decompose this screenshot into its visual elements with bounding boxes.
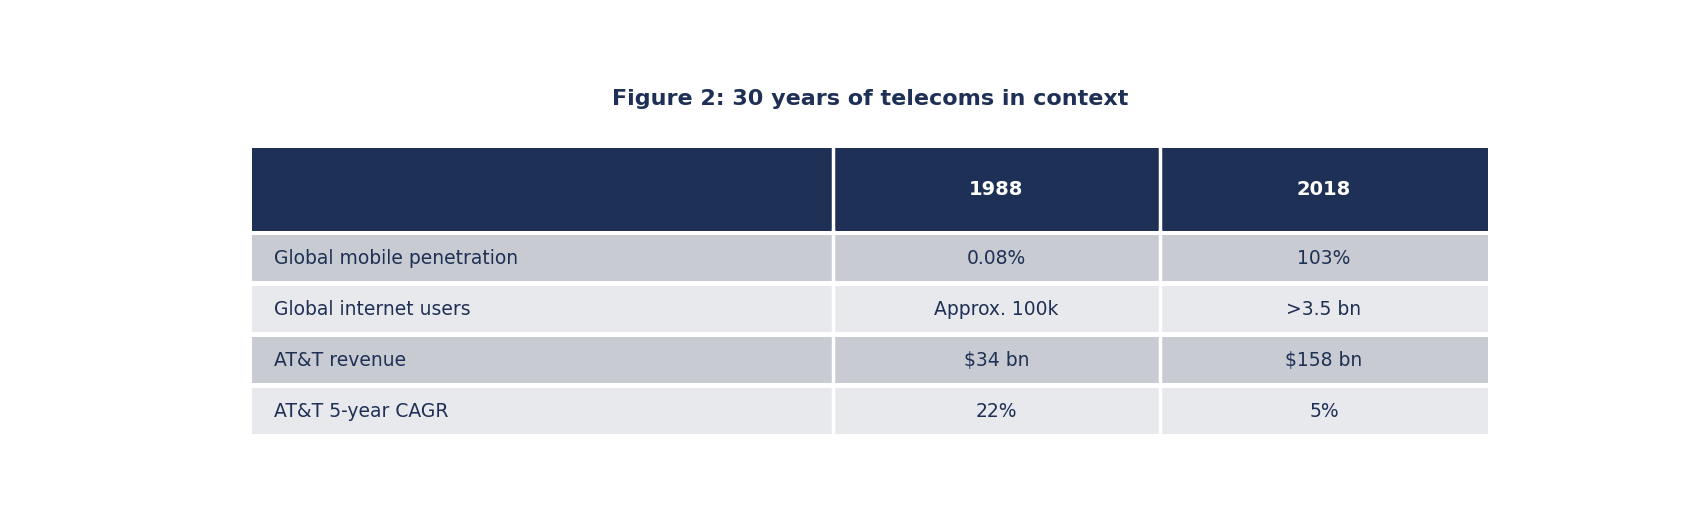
Bar — [833, 337, 1161, 383]
Bar — [251, 235, 833, 282]
Bar — [833, 286, 1161, 333]
Bar — [1161, 235, 1488, 282]
Text: $34 bn: $34 bn — [964, 351, 1028, 370]
Bar — [251, 337, 833, 383]
Text: 5%: 5% — [1308, 402, 1339, 421]
Text: Figure 2: 30 years of telecoms in context: Figure 2: 30 years of telecoms in contex… — [611, 89, 1129, 109]
Bar — [1161, 286, 1488, 333]
Text: AT&T 5-year CAGR: AT&T 5-year CAGR — [273, 402, 448, 421]
Text: AT&T revenue: AT&T revenue — [273, 351, 406, 370]
Text: Approx. 100k: Approx. 100k — [933, 300, 1059, 319]
Bar — [833, 388, 1161, 434]
Text: $158 bn: $158 bn — [1285, 351, 1363, 370]
Text: 103%: 103% — [1297, 249, 1351, 268]
Text: 22%: 22% — [976, 402, 1017, 421]
Text: 1988: 1988 — [969, 180, 1023, 199]
Text: >3.5 bn: >3.5 bn — [1286, 300, 1361, 319]
Text: 0.08%: 0.08% — [967, 249, 1027, 268]
Text: Global internet users: Global internet users — [273, 300, 470, 319]
Bar — [1161, 388, 1488, 434]
Bar — [1161, 148, 1488, 230]
Bar — [1161, 337, 1488, 383]
Bar — [251, 148, 833, 230]
Bar — [251, 388, 833, 434]
Text: 2018: 2018 — [1297, 180, 1351, 199]
Bar — [833, 148, 1161, 230]
Bar — [833, 235, 1161, 282]
Text: Global mobile penetration: Global mobile penetration — [273, 249, 518, 268]
Bar — [251, 286, 833, 333]
